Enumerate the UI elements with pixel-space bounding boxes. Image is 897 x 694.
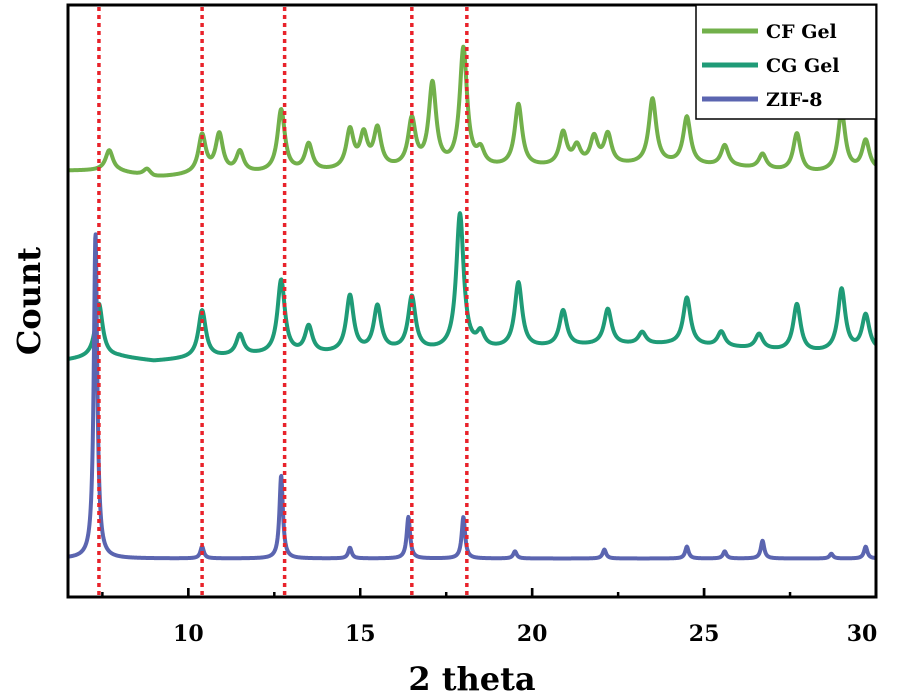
x-axis-title: 2 theta: [408, 660, 535, 694]
x-tick-label: 30: [847, 621, 878, 647]
x-tick-label: 25: [689, 621, 720, 647]
series-line-3: [66, 232, 878, 561]
x-axis-ticks: 10 15 20 25 30: [101, 588, 878, 647]
legend-label: CF Gel: [766, 21, 837, 43]
x-tick-label: 15: [345, 621, 376, 647]
series-line-1: [66, 44, 878, 178]
reference-lines: [97, 7, 469, 595]
x-tick-label: 10: [173, 621, 204, 647]
legend-label: ZIF-8: [766, 89, 823, 111]
x-tick-label: 20: [517, 621, 548, 647]
series-line-2: [66, 211, 878, 363]
y-axis-title: Count: [10, 247, 48, 355]
legend: CF Gel CG Gel ZIF-8: [695, 4, 877, 120]
plot-frame: [66, 3, 878, 599]
legend-label: CG Gel: [766, 55, 840, 77]
series-layer: [66, 44, 878, 561]
